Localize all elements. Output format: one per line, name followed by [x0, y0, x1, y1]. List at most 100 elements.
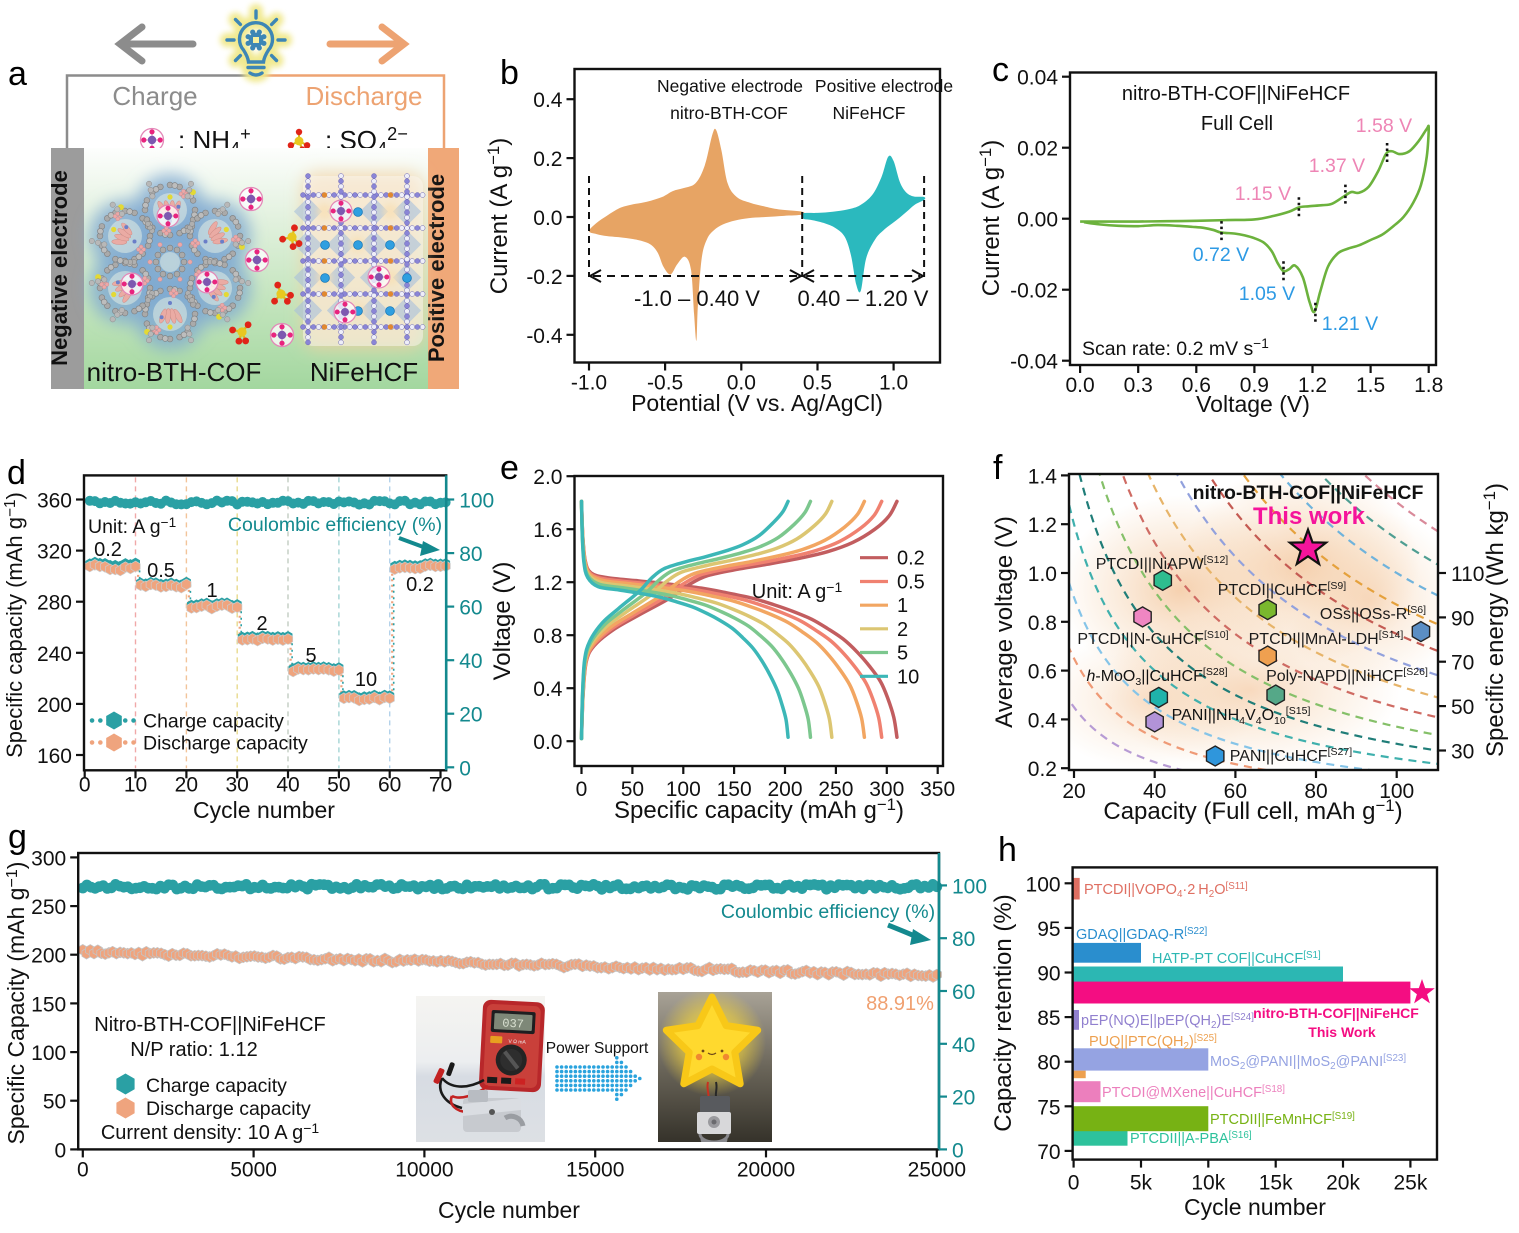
svg-text:20: 20 [952, 1087, 975, 1110]
svg-text:PTCDI||MnAl-LDH[S14]: PTCDI||MnAl-LDH[S14] [1249, 629, 1404, 648]
svg-text:50: 50 [43, 1091, 66, 1114]
svg-text:300: 300 [869, 778, 904, 801]
svg-text:100: 100 [1379, 780, 1414, 803]
svg-text:15000: 15000 [566, 1158, 624, 1181]
svg-text:PTCDI||VOPO4·2 H2O[S11]: PTCDI||VOPO4·2 H2O[S11] [1084, 881, 1248, 900]
svg-text:10000: 10000 [395, 1158, 453, 1181]
svg-text:0.5: 0.5 [897, 572, 925, 594]
svg-text:Discharge capacity: Discharge capacity [146, 1098, 311, 1120]
svg-text:70: 70 [1037, 1141, 1060, 1164]
svg-text:Potential (V vs. Ag/AgCl): Potential (V vs. Ag/AgCl) [631, 390, 883, 416]
svg-text:f: f [993, 449, 1003, 487]
svg-text:85: 85 [1037, 1007, 1060, 1030]
svg-text:200: 200 [31, 945, 66, 968]
svg-text:5: 5 [305, 645, 316, 667]
svg-text:PTCDII||FeMnHCF[S19]: PTCDII||FeMnHCF[S19] [1210, 1111, 1355, 1128]
svg-text:1: 1 [897, 595, 908, 617]
svg-text:25000: 25000 [908, 1158, 966, 1181]
svg-text:0.2: 0.2 [406, 574, 434, 596]
svg-text:PTCDI||N-CuHCF[S10]: PTCDI||N-CuHCF[S10] [1077, 629, 1228, 648]
svg-text:5000: 5000 [230, 1158, 277, 1181]
svg-text:PTCDII||A-PBA[S16]: PTCDII||A-PBA[S16] [1130, 1130, 1252, 1147]
svg-text:240: 240 [37, 643, 72, 666]
svg-text:60: 60 [459, 597, 482, 620]
svg-text:10: 10 [355, 669, 377, 691]
svg-text:1.4: 1.4 [1028, 465, 1058, 488]
svg-text:Full Cell: Full Cell [1201, 113, 1273, 135]
svg-text:100: 100 [952, 875, 987, 898]
svg-text:h: h [998, 831, 1017, 869]
svg-text:PANI||CuHCF[S27]: PANI||CuHCF[S27] [1230, 746, 1353, 765]
svg-text:Capacity (Full cell, mAh g−1): Capacity (Full cell, mAh g−1) [1103, 796, 1402, 825]
svg-text:1.37 V: 1.37 V [1309, 155, 1365, 177]
svg-text:0.4: 0.4 [533, 89, 563, 112]
svg-text:1.21 V: 1.21 V [1322, 313, 1378, 335]
svg-text:20k: 20k [1326, 1172, 1360, 1195]
svg-text:1.15 V: 1.15 V [1235, 183, 1291, 205]
svg-text:1.0: 1.0 [1028, 563, 1057, 586]
svg-text:h-MoO3||CuHCF[S28]: h-MoO3||CuHCF[S28] [1086, 666, 1227, 688]
svg-text:90: 90 [1037, 962, 1060, 985]
svg-text:280: 280 [37, 592, 72, 615]
svg-text:20: 20 [1062, 780, 1085, 803]
svg-text:d: d [7, 454, 26, 492]
svg-text:1.0: 1.0 [879, 372, 908, 395]
svg-text:0.2: 0.2 [94, 539, 122, 561]
svg-text:200: 200 [37, 694, 72, 717]
svg-text:-0.5: -0.5 [647, 372, 683, 395]
svg-text:GDAQ||GDAQ-R[S22]: GDAQ||GDAQ-R[S22] [1076, 926, 1207, 943]
svg-text:0.2: 0.2 [533, 148, 562, 171]
svg-text:Power Support: Power Support [546, 1040, 649, 1057]
svg-text:0.2: 0.2 [1028, 758, 1057, 781]
svg-text:b: b [500, 54, 519, 92]
svg-text:0.8: 0.8 [533, 625, 562, 648]
svg-text:Positive electrode: Positive electrode [815, 76, 953, 96]
svg-text:-1.0: -1.0 [571, 372, 607, 395]
svg-text:Coulombic efficiency (%): Coulombic efficiency (%) [228, 514, 442, 536]
svg-text:50: 50 [327, 773, 350, 796]
svg-text:Coulombic efficiency (%): Coulombic efficiency (%) [721, 901, 935, 923]
svg-text:1.5: 1.5 [1356, 374, 1385, 397]
svg-text:Scan rate: 0.2 mV s−1: Scan rate: 0.2 mV s−1 [1082, 336, 1269, 360]
svg-text:90: 90 [1451, 607, 1474, 630]
svg-text:Specific capacity (mAh g−1): Specific capacity (mAh g−1) [2, 492, 27, 758]
svg-text:100: 100 [459, 490, 494, 513]
svg-text:60: 60 [378, 773, 401, 796]
svg-text:5: 5 [897, 643, 908, 665]
svg-text:MoS2@PANI||MoS2@PANI[S23]: MoS2@PANI||MoS2@PANI[S23] [1210, 1053, 1406, 1072]
svg-text:nitro-BTH-COF: nitro-BTH-COF [670, 103, 788, 123]
svg-text:Negative electrode: Negative electrode [657, 76, 803, 96]
svg-text:Discharge capacity: Discharge capacity [143, 733, 308, 755]
svg-text:0.4: 0.4 [533, 678, 563, 701]
svg-text:0.40 – 1.20 V: 0.40 – 1.20 V [798, 286, 929, 311]
svg-text:40: 40 [952, 1034, 975, 1057]
svg-text:1.58 V: 1.58 V [1356, 115, 1412, 137]
svg-text:0.5: 0.5 [147, 560, 175, 582]
svg-text:0: 0 [77, 1158, 89, 1181]
svg-text:2: 2 [897, 619, 908, 641]
svg-text:0.5: 0.5 [803, 372, 832, 395]
svg-text:0.04: 0.04 [1017, 67, 1058, 90]
svg-text:Current density: 10 A g−1: Current density: 10 A g−1 [101, 1120, 320, 1144]
svg-text:10: 10 [124, 773, 147, 796]
svg-text:Voltage (V): Voltage (V) [1196, 391, 1310, 417]
svg-text:Charge capacity: Charge capacity [143, 711, 284, 733]
svg-text:PTCDI||CuHCF[S9]: PTCDI||CuHCF[S9] [1218, 580, 1346, 599]
svg-text:0.9: 0.9 [1240, 374, 1269, 397]
svg-text:300: 300 [31, 847, 66, 870]
svg-text:Charge capacity: Charge capacity [146, 1075, 287, 1097]
svg-text:037: 037 [502, 1016, 524, 1031]
svg-text:nitro-BTH-COF: nitro-BTH-COF [87, 357, 262, 387]
svg-text:nitro-BTH-COF||NiFeHCF: nitro-BTH-COF||NiFeHCF [1193, 482, 1424, 504]
svg-text:100: 100 [666, 778, 701, 801]
svg-text:0: 0 [55, 1139, 67, 1162]
svg-text:0: 0 [952, 1139, 964, 1162]
svg-text:80: 80 [1304, 780, 1327, 803]
svg-text:a: a [8, 55, 27, 93]
svg-text:1.2: 1.2 [1028, 514, 1057, 537]
svg-text:320: 320 [37, 541, 72, 564]
svg-text:30: 30 [1451, 740, 1474, 763]
svg-text:0.0: 0.0 [533, 207, 562, 230]
svg-text:110: 110 [1451, 563, 1484, 586]
svg-text:Cycle number: Cycle number [1184, 1194, 1326, 1220]
